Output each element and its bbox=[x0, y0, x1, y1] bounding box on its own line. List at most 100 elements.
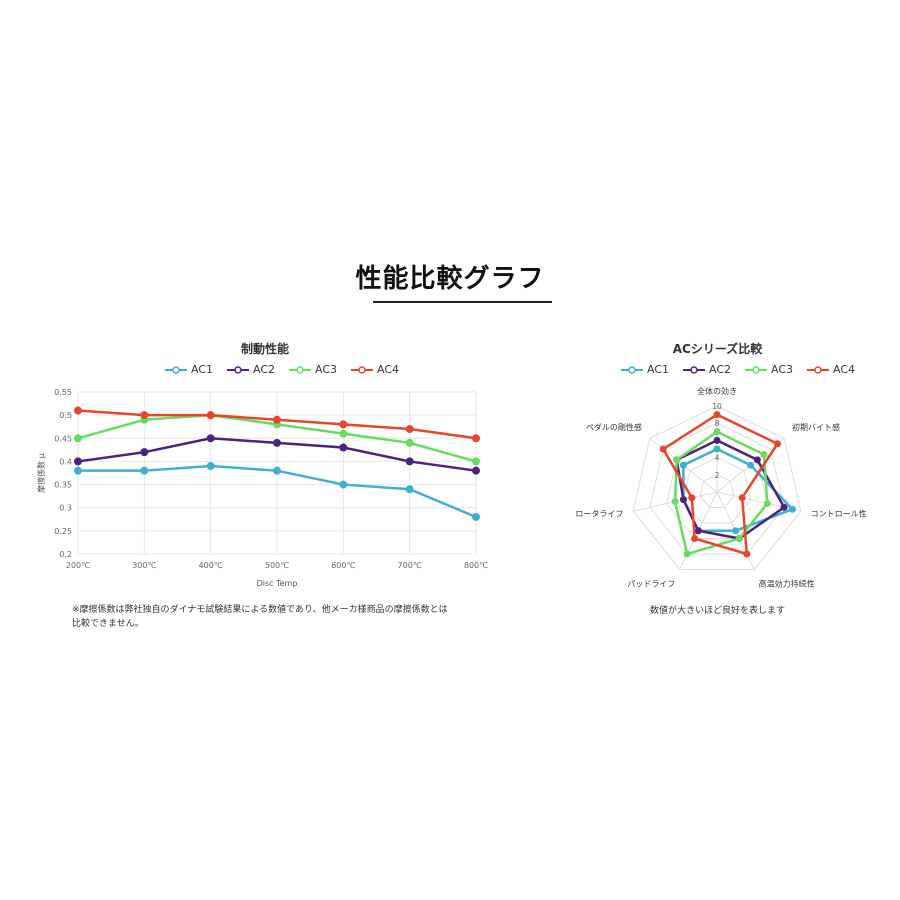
radar-point-ac4 bbox=[713, 411, 721, 419]
data-point-ac2 bbox=[405, 457, 414, 466]
legend-item-ac3[interactable]: AC3 bbox=[289, 363, 337, 376]
radar-tick-label: 10 bbox=[712, 402, 722, 411]
radar-point-ac3 bbox=[671, 498, 679, 506]
data-point-ac1 bbox=[74, 466, 82, 475]
radar-tick-label: 8 bbox=[715, 419, 720, 428]
radar-legend-label-ac1: AC1 bbox=[647, 363, 670, 376]
radar-axis-label: ロータライフ bbox=[575, 509, 623, 518]
data-point-ac2 bbox=[140, 448, 149, 457]
data-point-ac3 bbox=[472, 457, 480, 466]
y-tick-label: 0.2 bbox=[59, 550, 72, 559]
radar-legend-item-ac3[interactable]: AC3 bbox=[745, 363, 793, 376]
radar-legend-label-ac4: AC4 bbox=[833, 363, 856, 376]
radar-axis-label: 全体の効き bbox=[697, 386, 737, 396]
radar-point-ac3 bbox=[763, 499, 771, 507]
data-point-ac1 bbox=[140, 466, 149, 475]
radar-grid-ring-1 bbox=[682, 457, 752, 524]
legend-swatch-ac1 bbox=[165, 365, 187, 374]
radar-chart-caption: 数値が大きいほど良好を表します bbox=[649, 606, 785, 616]
radar-axis-label: コントロール性 bbox=[811, 508, 867, 518]
data-point-ac1 bbox=[273, 466, 281, 475]
y-tick-label: 0.45 bbox=[54, 434, 72, 443]
data-point-ac1 bbox=[206, 462, 215, 471]
radar-point-ac2 bbox=[713, 436, 721, 444]
radar-point-ac4 bbox=[738, 494, 746, 502]
data-point-ac4 bbox=[74, 406, 82, 415]
y-tick-label: 0.3 bbox=[59, 504, 72, 513]
data-point-ac4 bbox=[405, 425, 414, 434]
radar-point-ac3 bbox=[735, 534, 743, 542]
y-tick-label: 0.25 bbox=[54, 527, 72, 536]
radar-chart: 246810全体の効き初期バイト感コントロール性高温効力持続性パッドライフロータ… bbox=[575, 386, 867, 588]
radar-chart-legend: AC1 AC2 AC3 AC4 bbox=[621, 363, 855, 376]
legend-label-ac4: AC4 bbox=[377, 363, 400, 376]
x-axis-label: Disc Temp bbox=[257, 579, 298, 588]
radar-point-ac1 bbox=[747, 461, 755, 469]
data-point-ac2 bbox=[206, 434, 215, 443]
legend-swatch-ac4 bbox=[351, 365, 374, 374]
radar-legend-swatch-ac3 bbox=[745, 365, 768, 374]
x-tick-label: 700℃ bbox=[398, 561, 422, 570]
radar-point-ac1 bbox=[713, 445, 721, 453]
radar-legend-item-ac1[interactable]: AC1 bbox=[621, 363, 669, 376]
radar-legend-swatch-ac4 bbox=[807, 365, 830, 374]
radar-point-ac3 bbox=[683, 550, 691, 558]
legend-label-ac2: AC2 bbox=[253, 363, 276, 376]
legend-swatch-ac2 bbox=[227, 365, 250, 374]
data-point-ac3 bbox=[405, 438, 414, 447]
data-point-ac4 bbox=[472, 434, 480, 443]
page-title: 性能比較グラフ bbox=[355, 264, 545, 294]
radar-point-ac1 bbox=[679, 461, 687, 469]
radar-point-ac4 bbox=[688, 494, 696, 502]
data-point-ac4 bbox=[339, 420, 348, 429]
data-point-ac1 bbox=[339, 480, 348, 489]
legend-swatch-ac3 bbox=[289, 365, 312, 374]
radar-tick-label: 4 bbox=[715, 454, 720, 463]
radar-legend-swatch-ac2 bbox=[683, 365, 706, 374]
x-tick-label: 200℃ bbox=[66, 561, 90, 570]
radar-point-ac4 bbox=[691, 534, 699, 542]
radar-chart-title: ACシリーズ比較 bbox=[672, 342, 763, 356]
y-tick-label: 0.5 bbox=[59, 411, 72, 420]
radar-axis-label: ペダルの剛性感 bbox=[586, 422, 642, 432]
radar-series-ac1 bbox=[682, 447, 795, 532]
y-tick-label: 0.4 bbox=[59, 457, 72, 466]
radar-legend-item-ac2[interactable]: AC2 bbox=[683, 363, 731, 376]
x-tick-label: 500℃ bbox=[265, 561, 289, 570]
radar-legend-label-ac3: AC3 bbox=[771, 363, 794, 376]
radar-axis-label: 初期バイト感 bbox=[792, 422, 840, 432]
radar-tick-label: 2 bbox=[715, 471, 720, 480]
radar-axis-label: 高温効力持続性 bbox=[759, 578, 815, 588]
radar-point-ac2 bbox=[694, 527, 702, 535]
data-point-ac4 bbox=[140, 411, 149, 420]
legend-item-ac2[interactable]: AC2 bbox=[227, 363, 275, 376]
data-point-ac2 bbox=[339, 443, 348, 452]
radar-point-ac4 bbox=[774, 440, 782, 448]
radar-legend-swatch-ac1 bbox=[621, 365, 643, 374]
data-point-ac1 bbox=[472, 512, 480, 521]
data-point-ac2 bbox=[74, 457, 82, 466]
legend-label-ac3: AC3 bbox=[315, 363, 338, 376]
radar-grid-ring-0 bbox=[699, 474, 735, 508]
line-chart-footnote: ※摩擦係数は弊社独自のダイナモ試験結果による数値であり、他メーカ様商品の摩擦係数… bbox=[72, 605, 448, 629]
y-tick-label: 0.55 bbox=[54, 388, 72, 397]
radar-point-ac4 bbox=[659, 445, 667, 453]
data-point-ac3 bbox=[339, 429, 348, 438]
data-point-ac2 bbox=[472, 466, 480, 475]
radar-point-ac1 bbox=[788, 505, 796, 513]
x-tick-label: 400℃ bbox=[199, 561, 223, 570]
title-underline bbox=[373, 301, 552, 303]
radar-point-ac1 bbox=[732, 527, 740, 535]
data-point-ac1 bbox=[405, 485, 414, 494]
legend-item-ac1[interactable]: AC1 bbox=[165, 363, 213, 376]
radar-point-ac2 bbox=[753, 456, 761, 464]
radar-point-ac3 bbox=[673, 456, 681, 464]
radar-point-ac3 bbox=[760, 450, 768, 458]
radar-grid-ring-3 bbox=[649, 422, 785, 555]
legend-item-ac4[interactable]: AC4 bbox=[351, 363, 399, 376]
legend-label-ac1: AC1 bbox=[191, 363, 214, 376]
radar-point-ac3 bbox=[713, 428, 721, 436]
radar-legend-item-ac4[interactable]: AC4 bbox=[807, 363, 855, 376]
radar-grid-ring-4 bbox=[632, 405, 802, 570]
radar-point-ac4 bbox=[743, 550, 751, 558]
